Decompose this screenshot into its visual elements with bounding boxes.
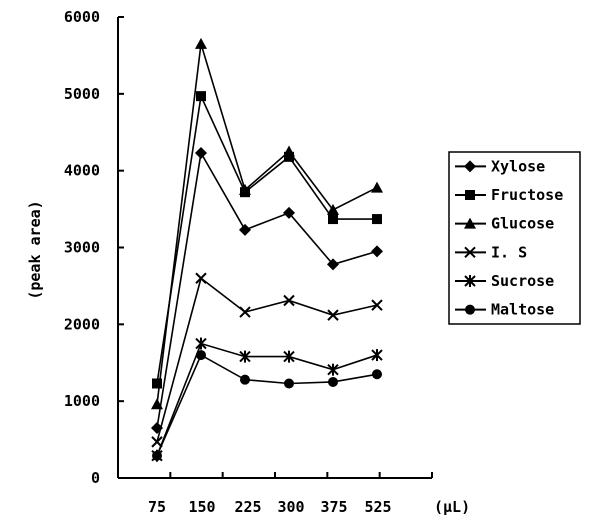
marker-stroke bbox=[371, 299, 383, 311]
legend: Xylose Fructose Glucose I. S Sucrose Maltose bbox=[448, 151, 581, 325]
x-tick-label: 375 bbox=[320, 498, 347, 516]
series-maltose bbox=[152, 350, 382, 461]
data-point bbox=[327, 363, 339, 376]
chart-axes: 0 1000 2000 3000 4000 5000 6000 75 150 225 300 375 5… bbox=[64, 8, 433, 516]
data-point bbox=[283, 206, 295, 219]
series-line bbox=[156, 353, 378, 457]
legend-label: Maltose bbox=[491, 301, 554, 319]
marker-stroke bbox=[327, 309, 339, 321]
series-line bbox=[156, 93, 377, 384]
legend-label: Fructose bbox=[491, 186, 563, 204]
x-tick-label: 525 bbox=[364, 498, 391, 516]
data-point bbox=[328, 214, 338, 225]
data-point bbox=[239, 183, 251, 195]
x-tick-label: 225 bbox=[234, 498, 261, 516]
series-line bbox=[156, 342, 378, 457]
data-point bbox=[465, 190, 475, 200]
data-point bbox=[284, 378, 294, 389]
x-tick-label: 300 bbox=[277, 498, 304, 516]
legend-item: Glucose bbox=[455, 215, 554, 233]
legend-label: Xylose bbox=[491, 157, 545, 175]
data-point bbox=[371, 349, 383, 362]
data-point bbox=[195, 272, 207, 284]
data-point bbox=[283, 294, 295, 307]
data-point bbox=[327, 309, 339, 321]
data-point bbox=[328, 376, 338, 387]
data-point bbox=[196, 350, 206, 361]
legend-item: Fructose bbox=[455, 186, 563, 204]
data-point bbox=[152, 378, 162, 389]
series-glucose bbox=[151, 37, 383, 410]
legend-item: Xylose bbox=[455, 157, 545, 175]
series-xylose bbox=[151, 146, 383, 435]
data-point bbox=[464, 160, 476, 173]
legend-label: Glucose bbox=[491, 215, 554, 233]
data-point bbox=[195, 146, 207, 159]
legend-box bbox=[448, 151, 581, 325]
y-axis-title: (peak area) bbox=[26, 200, 44, 299]
marker-stroke bbox=[464, 246, 476, 259]
data-point bbox=[327, 203, 339, 215]
data-point bbox=[239, 350, 251, 363]
series-line bbox=[156, 276, 378, 443]
series-i-s bbox=[151, 272, 383, 448]
data-point bbox=[464, 246, 476, 259]
data-point bbox=[152, 450, 162, 461]
marker-stroke bbox=[151, 436, 163, 448]
data-point bbox=[195, 337, 207, 350]
data-point bbox=[284, 151, 294, 162]
legend-item: I. S bbox=[455, 243, 527, 261]
x-tick-label: 75 bbox=[148, 498, 166, 516]
y-tick-label: 3000 bbox=[64, 239, 100, 257]
data-point bbox=[151, 398, 163, 410]
data-point bbox=[283, 350, 295, 363]
data-point bbox=[195, 37, 207, 49]
data-point bbox=[371, 245, 383, 258]
series-line bbox=[156, 150, 378, 429]
data-point bbox=[283, 145, 295, 157]
marker-stroke bbox=[239, 306, 251, 318]
x-tick-label: 150 bbox=[188, 498, 215, 516]
legend-item: Sucrose bbox=[455, 272, 554, 290]
data-point bbox=[464, 217, 476, 229]
legend-item: Maltose bbox=[455, 301, 554, 319]
marker-stroke bbox=[283, 294, 295, 307]
y-tick-label: 1000 bbox=[64, 392, 100, 410]
y-tick-label: 4000 bbox=[64, 162, 100, 180]
y-tick-label: 0 bbox=[91, 469, 100, 487]
data-point bbox=[240, 374, 250, 385]
data-point bbox=[372, 369, 382, 380]
data-point bbox=[372, 214, 382, 225]
data-point bbox=[464, 275, 476, 287]
series-line bbox=[156, 43, 378, 405]
series-layer bbox=[151, 37, 383, 462]
y-tick-label: 2000 bbox=[64, 315, 100, 333]
data-point bbox=[327, 258, 339, 271]
y-tick-label: 6000 bbox=[64, 8, 100, 26]
data-point bbox=[371, 299, 383, 311]
data-point bbox=[465, 304, 475, 315]
data-point bbox=[239, 306, 251, 318]
x-axis-unit: (μL) bbox=[434, 498, 470, 516]
data-point bbox=[239, 223, 251, 236]
legend-label: Sucrose bbox=[491, 272, 554, 290]
series-sucrose bbox=[151, 337, 383, 462]
data-point bbox=[371, 181, 383, 193]
y-tick-label: 5000 bbox=[64, 85, 100, 103]
marker-stroke bbox=[195, 272, 207, 284]
data-point bbox=[196, 91, 206, 102]
legend-label: I. S bbox=[491, 243, 527, 261]
